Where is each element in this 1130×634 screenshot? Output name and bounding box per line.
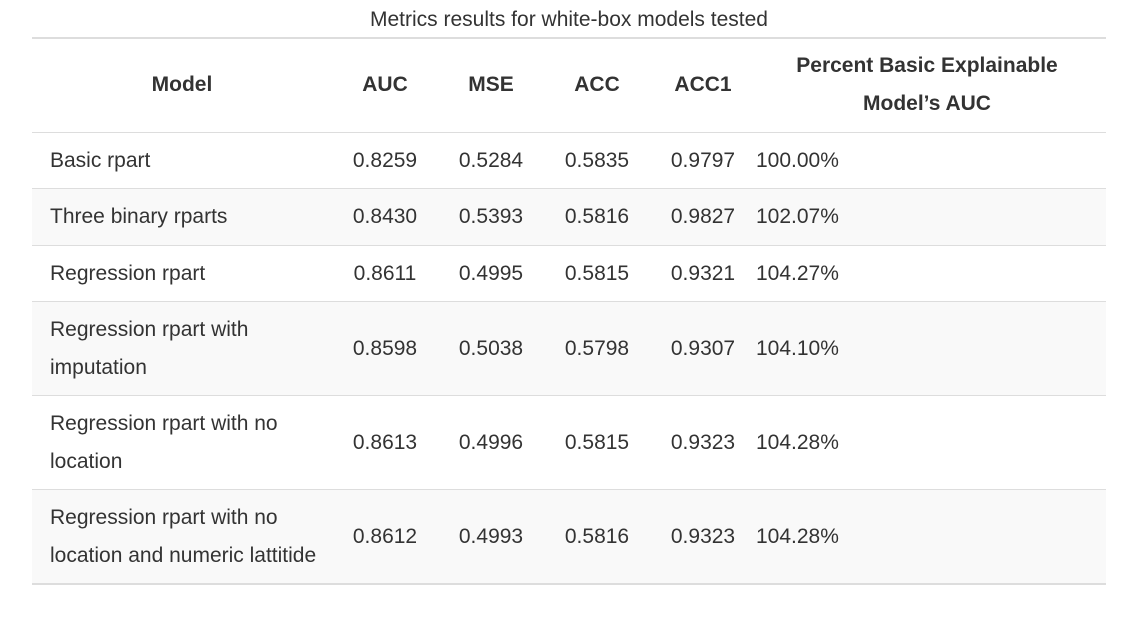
cell-acc1: 0.9323 — [650, 489, 756, 585]
cell-percent-auc: 104.27% — [756, 245, 1106, 302]
cell-auc: 0.8611 — [332, 245, 438, 302]
cell-auc: 0.8430 — [332, 188, 438, 246]
cell-mse: 0.5393 — [438, 188, 544, 246]
cell-acc: 0.5816 — [544, 489, 650, 585]
header-percent-auc: Percent Basic Explainable Model’s AUC — [756, 39, 1106, 133]
header-acc1: ACC1 — [650, 39, 756, 133]
cell-acc: 0.5815 — [544, 395, 650, 490]
table-row: Three binary rparts 0.8430 0.5393 0.5816… — [32, 188, 1106, 246]
cell-auc: 0.8613 — [332, 395, 438, 490]
cell-acc1: 0.9307 — [650, 301, 756, 396]
cell-percent-auc: 104.28% — [756, 395, 1106, 490]
header-acc: ACC — [544, 39, 650, 133]
table-row: Regression rpart with no location and nu… — [32, 489, 1106, 585]
cell-model: Three binary rparts — [32, 188, 332, 246]
cell-model: Regression rpart — [32, 245, 332, 302]
header-mse: MSE — [438, 39, 544, 133]
cell-auc: 0.8612 — [332, 489, 438, 585]
cell-acc: 0.5816 — [544, 188, 650, 246]
cell-acc1: 0.9323 — [650, 395, 756, 490]
cell-acc: 0.5835 — [544, 132, 650, 189]
cell-mse: 0.5038 — [438, 301, 544, 396]
cell-percent-auc: 104.28% — [756, 489, 1106, 585]
cell-model: Basic rpart — [32, 132, 332, 189]
cell-mse: 0.5284 — [438, 132, 544, 189]
cell-mse: 0.4995 — [438, 245, 544, 302]
table-header: Model AUC MSE ACC ACC1 Percent Basic Exp… — [32, 39, 1106, 133]
cell-acc: 0.5815 — [544, 245, 650, 302]
header-model: Model — [32, 39, 332, 133]
cell-acc1: 0.9321 — [650, 245, 756, 302]
cell-auc: 0.8598 — [332, 301, 438, 396]
table-body: Basic rpart 0.8259 0.5284 0.5835 0.9797 … — [32, 132, 1106, 585]
cell-percent-auc: 100.00% — [756, 132, 1106, 189]
metrics-table: Model AUC MSE ACC ACC1 Percent Basic Exp… — [32, 39, 1106, 585]
cell-auc: 0.8259 — [332, 132, 438, 189]
table-row: Regression rpart with imputation 0.8598 … — [32, 301, 1106, 396]
table-row: Regression rpart 0.8611 0.4995 0.5815 0.… — [32, 245, 1106, 302]
cell-model: Regression rpart with no location — [32, 395, 332, 490]
cell-percent-auc: 104.10% — [756, 301, 1106, 396]
cell-mse: 0.4996 — [438, 395, 544, 490]
table-caption: Metrics results for white-box models tes… — [32, 0, 1106, 39]
header-auc: AUC — [332, 39, 438, 133]
header-row: Model AUC MSE ACC ACC1 Percent Basic Exp… — [32, 39, 1106, 133]
results-table-container: Metrics results for white-box models tes… — [32, 0, 1106, 585]
cell-acc: 0.5798 — [544, 301, 650, 396]
cell-mse: 0.4993 — [438, 489, 544, 585]
table-row: Regression rpart with no location 0.8613… — [32, 395, 1106, 490]
cell-acc1: 0.9827 — [650, 188, 756, 246]
cell-acc1: 0.9797 — [650, 132, 756, 189]
table-row: Basic rpart 0.8259 0.5284 0.5835 0.9797 … — [32, 132, 1106, 189]
cell-model: Regression rpart with imputation — [32, 301, 332, 396]
cell-percent-auc: 102.07% — [756, 188, 1106, 246]
cell-model: Regression rpart with no location and nu… — [32, 489, 332, 585]
